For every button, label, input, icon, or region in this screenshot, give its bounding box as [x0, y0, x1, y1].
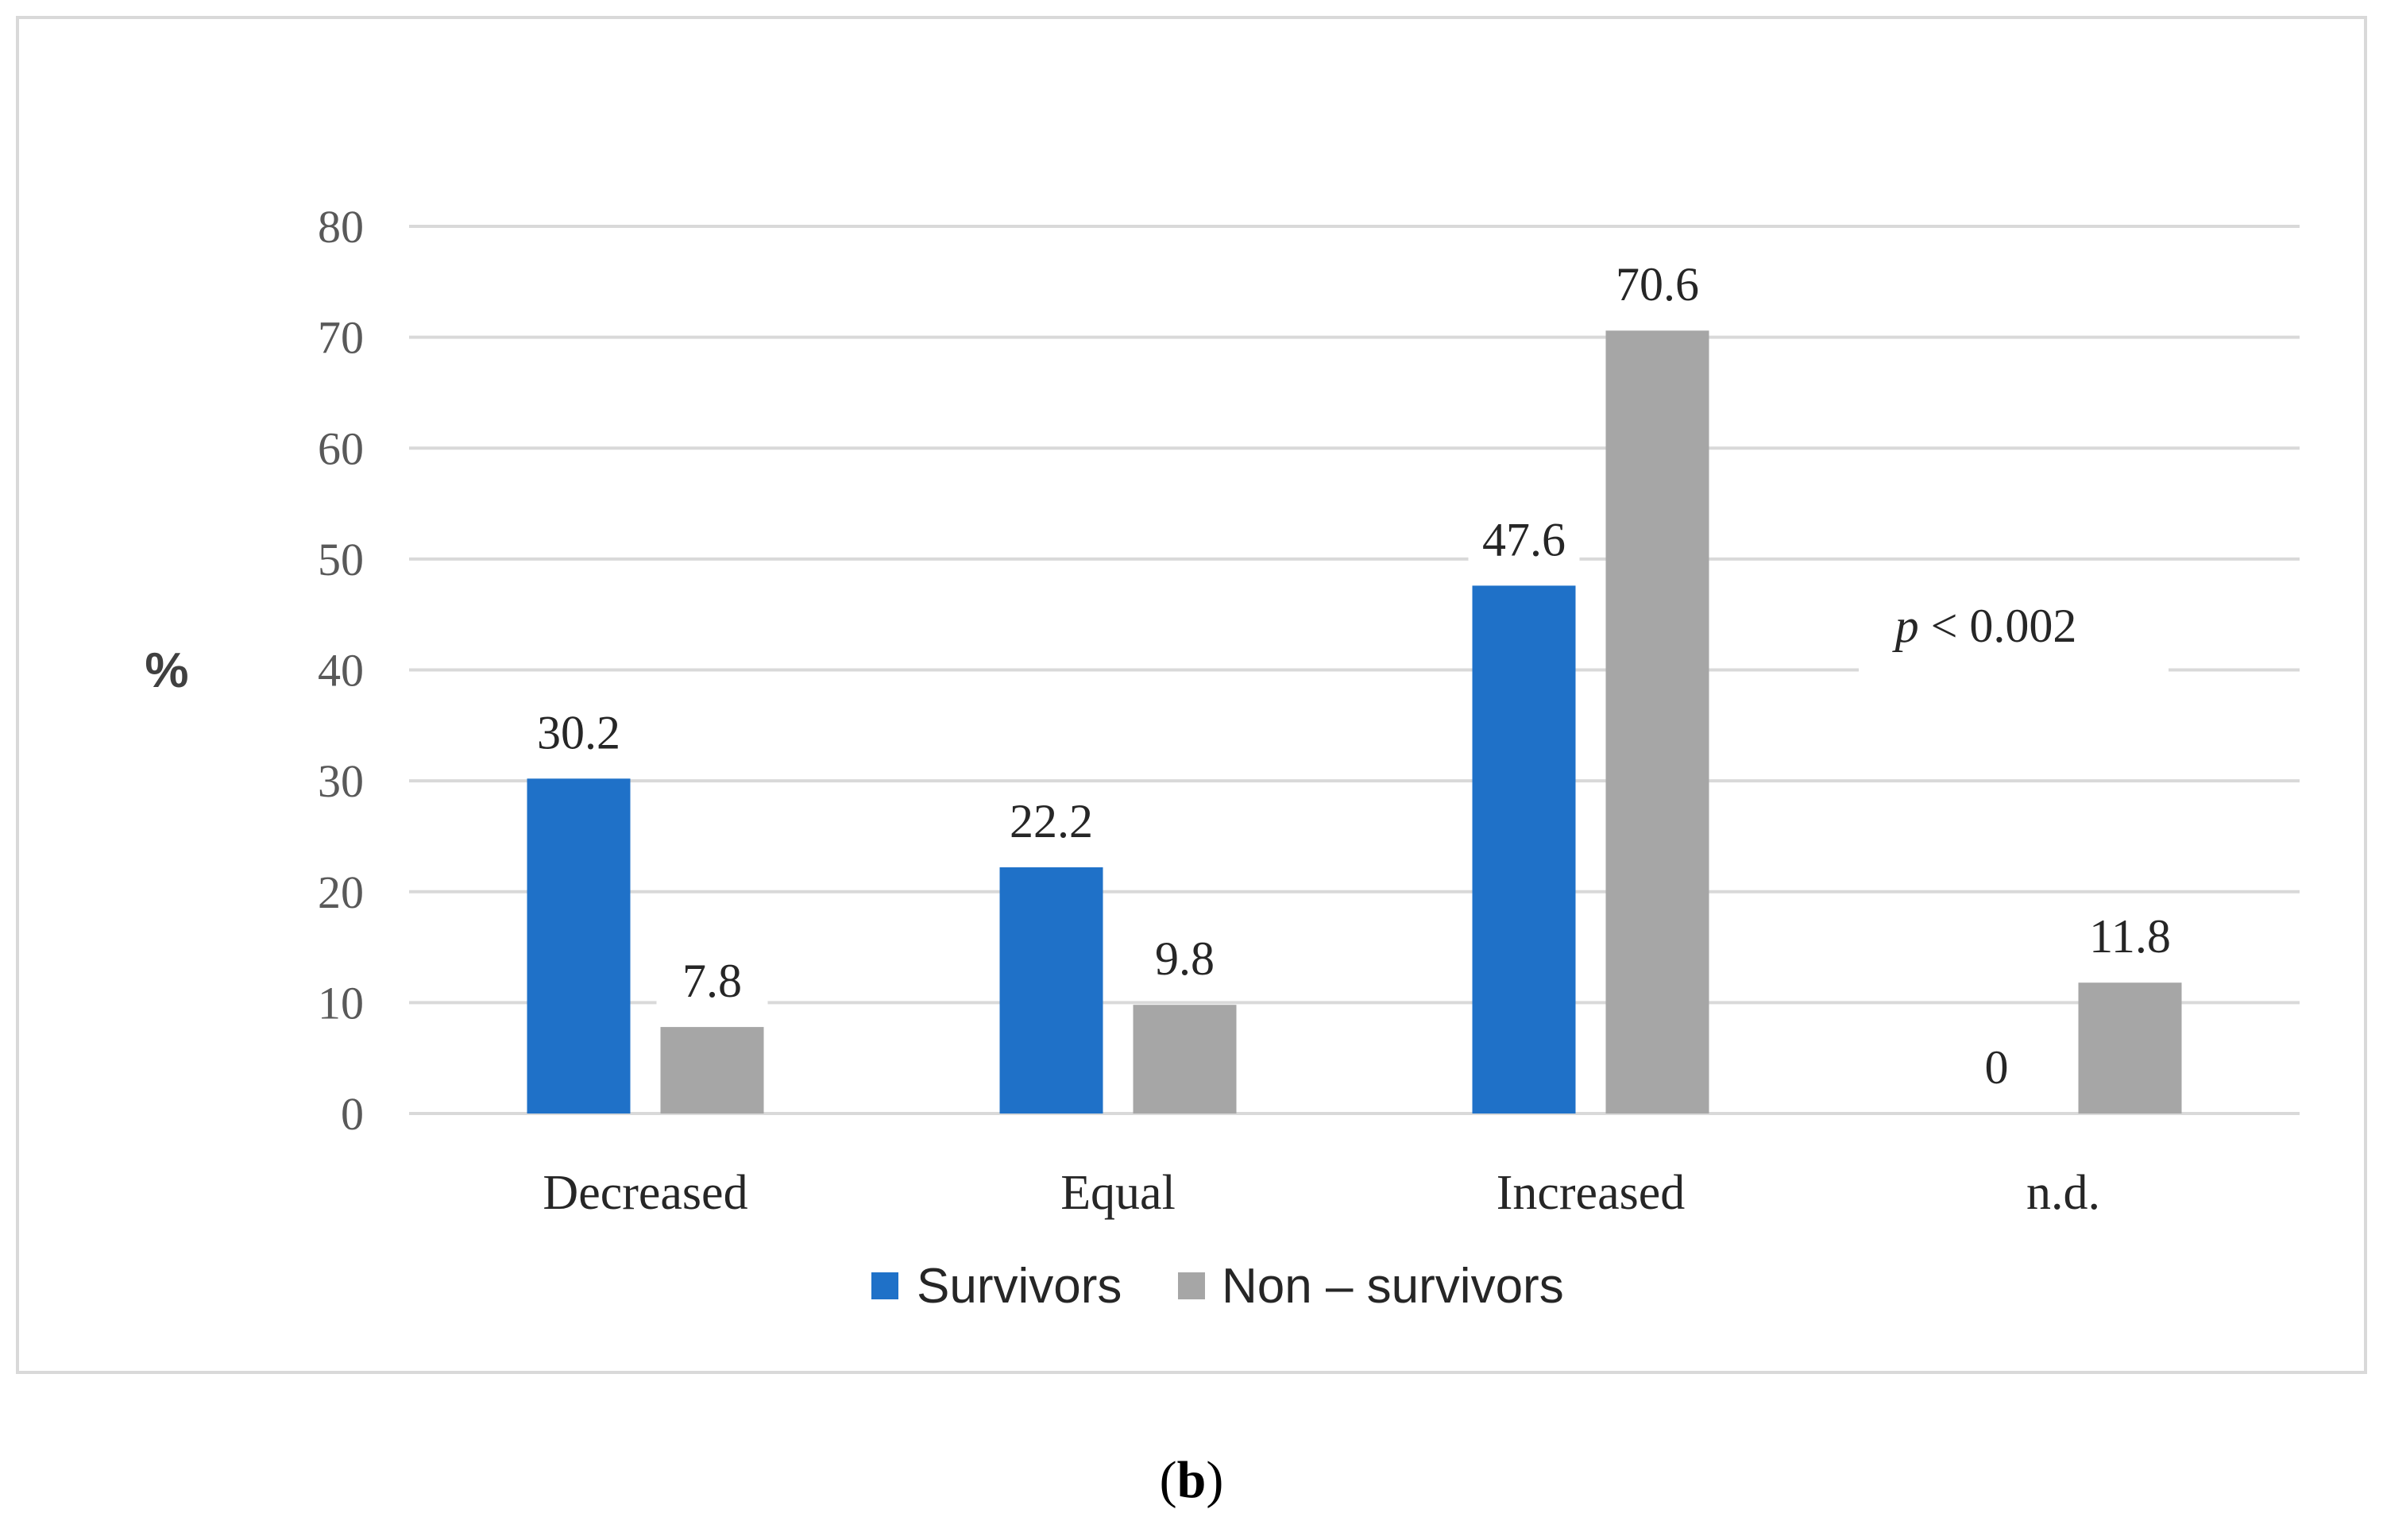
p-value-threshold: < 0.002 — [1919, 600, 2077, 652]
y-tick-70: 70 — [318, 312, 364, 364]
y-tick-50: 50 — [318, 534, 364, 585]
x-tick-equal: Equal — [1060, 1166, 1176, 1220]
annotation-background — [1859, 645, 2169, 674]
bar-survivors-equal — [999, 867, 1103, 1114]
y-axis-label: % — [145, 643, 188, 698]
data-label-non-survivors-n-d: 11.8 — [2089, 910, 2171, 963]
data-label-bg-non-survivors-decreased — [656, 998, 768, 1023]
bar-non-survivors-decreased — [660, 1027, 764, 1114]
p-value-annotation: p < 0.002 — [1892, 600, 2077, 652]
data-label-survivors-decreased: 30.2 — [537, 706, 620, 758]
data-label-bg-survivors-increased — [1468, 557, 1580, 581]
legend-label-non-survivors: Non – survivors — [1222, 1259, 1564, 1314]
bars — [527, 330, 2182, 1114]
data-label-survivors-increased: 47.6 — [1482, 513, 1566, 565]
data-label-bg-survivors-equal — [995, 839, 1107, 863]
legend-swatch-survivors — [871, 1272, 898, 1299]
panel-label: (b) — [1160, 1451, 1224, 1509]
panel-label-open: ( — [1160, 1451, 1177, 1509]
y-tick-60: 60 — [318, 423, 364, 474]
bar-non-survivors-n-d — [2078, 982, 2182, 1114]
panel-label-close: ) — [1206, 1451, 1223, 1509]
y-axis-ticks: 0 10 20 30 40 50 60 70 80 — [318, 201, 364, 1140]
data-label-non-survivors-increased: 70.6 — [1616, 258, 1699, 311]
legend-swatch-non-survivors — [1178, 1272, 1205, 1299]
chart-frame — [16, 16, 2367, 1374]
x-tick-decreased: Decreased — [543, 1166, 747, 1220]
data-label-bg-non-survivors-increased — [1601, 302, 1713, 326]
data-label-bg-non-survivors-equal — [1129, 976, 1241, 1001]
y-tick-0: 0 — [341, 1088, 364, 1140]
legend-label-survivors: Survivors — [917, 1259, 1122, 1314]
x-tick-increased: Increased — [1497, 1166, 1686, 1220]
p-value-symbol: p — [1892, 600, 1919, 652]
data-label-non-survivors-decreased: 7.8 — [682, 955, 742, 1007]
x-axis-categories: Decreased Equal Increased n.d. — [543, 1166, 2100, 1220]
legend: Survivors Non – survivors — [871, 1259, 1564, 1314]
panel-label-letter: b — [1177, 1451, 1207, 1509]
data-label-bg-survivors-n-d — [1941, 1085, 2053, 1109]
y-tick-20: 20 — [318, 866, 364, 918]
data-label-survivors-n-d: 0 — [1985, 1041, 2009, 1094]
data-label-bg-survivors-decreased — [523, 750, 635, 774]
data-labels: 30.2 7.8 22.2 9.8 47.6 70.6 0 11.8 — [523, 258, 2186, 1109]
bar-survivors-increased — [1472, 585, 1576, 1114]
y-tick-40: 40 — [318, 645, 364, 697]
bar-non-survivors-increased — [1605, 330, 1709, 1114]
data-label-non-survivors-equal: 9.8 — [1155, 932, 1215, 985]
y-tick-80: 80 — [318, 201, 364, 253]
y-tick-30: 30 — [318, 755, 364, 807]
x-tick-n-d: n.d. — [2026, 1166, 2100, 1220]
data-label-survivors-equal: 22.2 — [1010, 795, 1093, 847]
bar-survivors-decreased — [527, 778, 631, 1114]
bar-non-survivors-equal — [1133, 1005, 1237, 1114]
y-tick-10: 10 — [318, 977, 364, 1029]
data-label-bg-non-survivors-n-d — [2074, 954, 2186, 978]
